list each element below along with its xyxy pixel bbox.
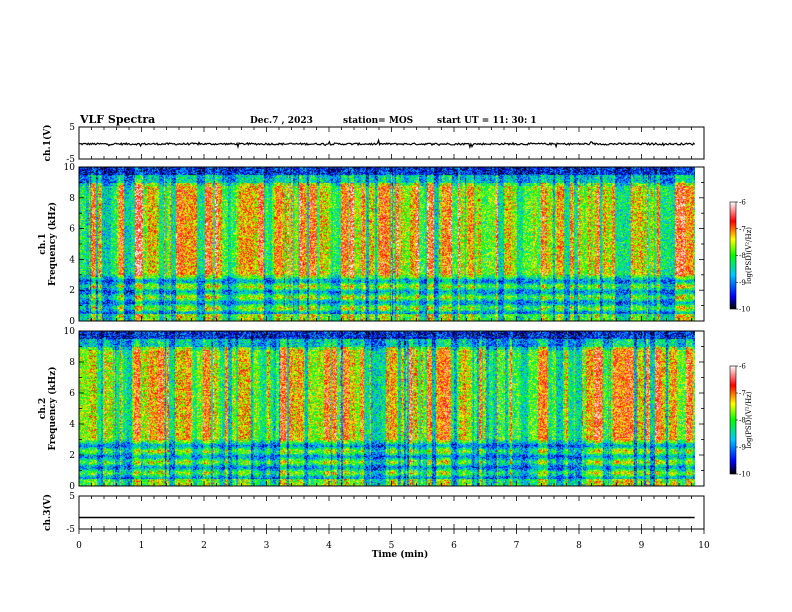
ch1-spectrogram-image — [79, 167, 695, 321]
ch1-spectrogram-panel: 0 2 4 6 8 10 ch.1 Frequency (kHz) — [38, 163, 705, 327]
ch1-colorbar: -6 -7 -8 -9 -10 log(PSD)(V²/Hz) — [729, 199, 753, 314]
colorbar-tick-label: -8 — [739, 252, 746, 260]
header-station: station= MOS — [343, 116, 413, 126]
colorbar-scale — [729, 201, 737, 310]
ch2-colorbar: -6 -7 -8 -9 -10 log(PSD)(V²/Hz) — [729, 363, 753, 479]
ch3-voltage-panel: 5 -5 ch.3(V) — [42, 492, 705, 535]
x-tick-label: 3 — [264, 541, 270, 551]
x-tick-label: 6 — [451, 541, 457, 551]
x-tick-label: 9 — [639, 541, 645, 551]
y-tick-label: 0 — [69, 317, 75, 327]
ch2-spectrogram-panel: 0 2 4 6 8 10 ch.2 Frequency (kHz) — [38, 327, 705, 492]
colorbar-tick-label: -7 — [739, 390, 746, 398]
ch3-voltage-ylabel: ch.3(V) — [42, 494, 53, 531]
y-tick-label: 4 — [69, 255, 75, 265]
colorbar-tick-label: -8 — [739, 417, 746, 425]
colorbar-tick-label: -6 — [739, 363, 746, 371]
y-tick-label: 0 — [69, 482, 75, 492]
x-tick-label: 0 — [76, 541, 82, 551]
y-tick-label: 5 — [69, 123, 75, 133]
x-tick-label: 4 — [326, 541, 332, 551]
ch1-voltage-trace — [79, 138, 696, 150]
y-tick-label: 8 — [69, 358, 75, 368]
x-tick-label: 8 — [576, 541, 582, 551]
ch1-voltage-ylabel: ch.1(V) — [42, 125, 53, 162]
y-tick-label: -5 — [66, 155, 75, 165]
colorbar-tick-label: -6 — [739, 199, 746, 207]
y-tick-label: -5 — [66, 525, 75, 535]
y-tick-label: 8 — [69, 194, 75, 204]
colorbar-scale — [729, 365, 737, 475]
x-tick-label: 10 — [698, 541, 710, 551]
colorbar-tick-label: -7 — [739, 225, 746, 233]
y-tick-label: 2 — [69, 286, 75, 296]
x-axis-label: Time (min) — [372, 549, 429, 560]
colorbar-tick-label: -9 — [739, 279, 746, 287]
ch1-spectrogram-ylabel: Frequency (kHz) — [47, 202, 58, 286]
ch2-spectrogram-ylabel: Frequency (kHz) — [47, 366, 58, 450]
ch1-spectrogram-ylabel: ch.1 — [38, 233, 48, 254]
ch2-spectrogram-image — [79, 331, 695, 486]
x-tick-label: 7 — [514, 541, 520, 551]
colorbar-tick-label: -10 — [739, 306, 750, 314]
y-tick-label: 2 — [69, 451, 75, 461]
y-tick-label: 5 — [69, 492, 75, 502]
time-axis: 0 1 2 3 4 5 6 7 8 9 10 — [76, 529, 710, 551]
colorbar-label: log(PSD)(V²/Hz) — [745, 391, 753, 448]
y-tick-label: 10 — [64, 327, 76, 337]
colorbar-tick-label: -10 — [739, 471, 750, 479]
figure-title: VLF Spectra — [79, 113, 155, 126]
x-tick-label: 2 — [201, 541, 207, 551]
colorbar-label: log(PSD)(V²/Hz) — [745, 227, 753, 284]
x-tick-label: 5 — [389, 541, 395, 551]
x-tick-label: 1 — [139, 541, 145, 551]
y-tick-label: 6 — [69, 389, 75, 399]
colorbar-tick-label: -9 — [739, 444, 746, 452]
y-tick-label: 4 — [69, 420, 75, 430]
ch2-spectrogram-ylabel: ch.2 — [38, 398, 48, 419]
y-tick-label: 6 — [69, 225, 75, 235]
ch1-voltage-panel: 5 -5 ch.1(V) — [42, 123, 705, 165]
y-tick-label: 10 — [64, 163, 76, 173]
header-start-time: start UT = 11: 30: 1 — [437, 116, 537, 126]
header-date: Dec.7 , 2023 — [250, 116, 313, 126]
